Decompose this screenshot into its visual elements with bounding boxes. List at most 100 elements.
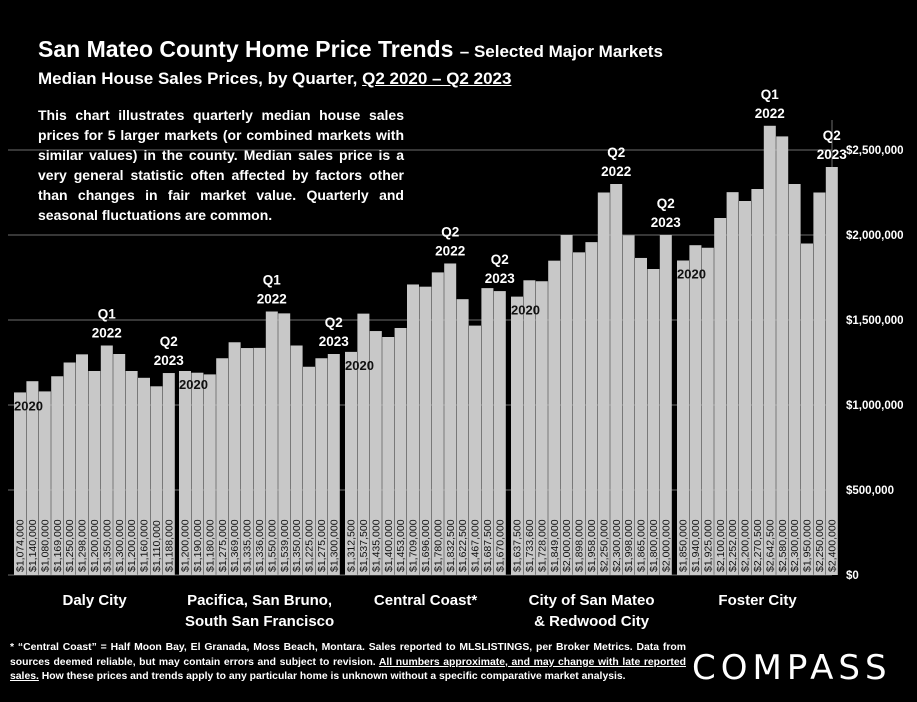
bar-value-label: $2,252,000 (727, 519, 739, 572)
bar (776, 136, 789, 575)
bar-value-label: $1,550,000 (266, 519, 278, 572)
bar-value-label: $1,453,000 (395, 519, 407, 572)
bar (585, 242, 598, 575)
bar-value-label: $1,637,500 (512, 519, 524, 572)
bar-value-label: $1,169,000 (52, 519, 64, 572)
bar (125, 371, 138, 575)
bar-value-label: $1,925,000 (702, 519, 714, 572)
bar-value-label: $1,622,500 (457, 519, 469, 572)
bar-value-label: $1,780,000 (432, 519, 444, 572)
bar-value-label: $1,275,000 (217, 519, 229, 572)
bar (138, 377, 150, 575)
bar-value-label: $2,000,000 (561, 519, 573, 572)
bar (677, 260, 689, 575)
quarter-annotation: Q2 (325, 315, 343, 330)
quarter-annotation: 2022 (601, 164, 631, 179)
bar (647, 269, 660, 575)
bar-value-label: $1,350,000 (101, 519, 113, 572)
bar (419, 286, 432, 575)
bar (751, 189, 764, 575)
footnote-text-2: How these prices and trends apply to any… (41, 671, 626, 683)
bar (113, 354, 126, 575)
bar (228, 342, 241, 575)
bar-value-label: $1,998,000 (623, 519, 635, 572)
bar-value-label: $2,200,000 (740, 519, 752, 572)
bar-value-label: $1,687,500 (482, 519, 494, 572)
bar-value-label: $1,539,000 (279, 519, 291, 572)
bar (548, 260, 561, 575)
bar-value-label: $1,850,000 (678, 519, 690, 572)
bar-value-label: $1,200,000 (180, 519, 192, 572)
bar-value-label: $1,369,000 (229, 519, 241, 572)
quarter-annotation: 2022 (755, 106, 785, 121)
title-main: San Mateo County Home Price Trends (38, 36, 454, 62)
bar (493, 291, 506, 575)
bar-value-label: $2,400,000 (826, 519, 838, 572)
y-tick-label: $2,500,000 (846, 145, 904, 157)
bar (635, 257, 647, 575)
bar (701, 247, 714, 575)
bar (610, 184, 623, 575)
bar (315, 358, 328, 575)
bar (659, 235, 672, 575)
bar-value-label: $1,849,000 (549, 519, 561, 572)
bar (14, 392, 26, 575)
bar (469, 325, 481, 575)
bar (327, 354, 340, 575)
bar-value-label: $2,270,500 (752, 519, 764, 572)
quarter-annotation: Q1 (98, 307, 117, 322)
group-label: City of San Mateo (529, 592, 655, 609)
group-label: Pacifica, San Bruno, (187, 592, 332, 609)
bar-value-label: $2,250,000 (598, 519, 610, 572)
quarter-annotation: Q2 (657, 196, 675, 211)
bar (265, 311, 278, 575)
bar (481, 288, 494, 575)
bar-value-label: $1,312,500 (346, 519, 358, 572)
chart-title: San Mateo County Home Price Trends – Sel… (38, 36, 663, 63)
bar-value-label: $1,074,000 (15, 519, 27, 572)
bar (253, 347, 266, 575)
bar-value-label: $2,580,000 (777, 519, 789, 572)
bar-value-label: $1,709,000 (408, 519, 420, 572)
bar (431, 272, 444, 575)
bar-value-label: $1,200,000 (89, 519, 101, 572)
bar (88, 371, 101, 575)
bar (726, 192, 739, 575)
year-annotation: 2020 (179, 377, 208, 392)
bar (191, 372, 204, 575)
group-label: Daly City (62, 592, 127, 609)
bar-value-label: $2,642,500 (764, 519, 776, 572)
bar (203, 374, 216, 575)
bar (739, 201, 751, 575)
footnote: * “Central Coast” = Half Moon Bay, El Gr… (10, 641, 686, 685)
bar-value-label: $1,467,000 (470, 519, 482, 572)
footnote-disclaimer: All numbers approximate, and may change … (10, 656, 686, 683)
compass-logo: COMPASS (692, 648, 892, 688)
bar (76, 354, 88, 575)
bar (369, 331, 382, 575)
bar-value-label: $1,537,500 (358, 519, 370, 572)
bar-value-label: $1,200,000 (126, 519, 138, 572)
bar-value-label: $1,140,000 (27, 519, 39, 572)
quarter-annotation: 2023 (154, 353, 185, 368)
quarter-annotation: Q2 (823, 128, 841, 143)
subtitle-range: Q2 2020 – Q2 2023 (362, 69, 512, 88)
bar-value-label: $1,335,000 (242, 519, 254, 572)
bar-value-label: $2,100,000 (715, 519, 727, 572)
bar-value-label: $1,400,000 (383, 519, 395, 572)
quarter-annotation: 2022 (92, 326, 122, 341)
bar-value-label: $1,950,000 (802, 519, 814, 572)
quarter-annotation: 2022 (257, 292, 287, 307)
bar-value-label: $1,250,000 (64, 519, 76, 572)
year-annotation: 2020 (677, 267, 706, 282)
bar (38, 391, 51, 575)
title-suffix: – Selected Major Markets (459, 42, 663, 61)
quarter-annotation: Q1 (263, 273, 282, 288)
y-tick-label: $2,000,000 (846, 230, 904, 242)
bar-value-label: $1,225,000 (304, 519, 316, 572)
bar (241, 348, 253, 575)
bar-value-label: $1,080,000 (39, 519, 51, 572)
group-label: South San Francisco (185, 613, 334, 630)
group-label: & Redwood City (534, 613, 650, 630)
bar-value-label: $2,300,000 (789, 519, 801, 572)
